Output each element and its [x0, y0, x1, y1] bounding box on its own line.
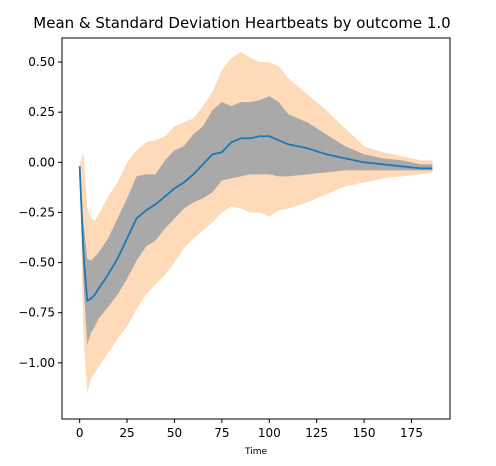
y-tick-label: −0.50: [18, 256, 55, 270]
std2-band: [79, 52, 433, 393]
plot-frame: [61, 37, 451, 420]
y-tick-label: −0.25: [18, 205, 55, 219]
x-tick-label: 150: [353, 426, 376, 440]
x-tick-label: 50: [167, 426, 182, 440]
x-axis: 0 25 50 75 100 125 150 175: [76, 419, 423, 440]
mean-line: [78, 135, 433, 303]
chart-title: Mean & Standard Deviation Heartbeats by …: [33, 14, 450, 32]
y-tick-label: 0.25: [28, 105, 55, 119]
x-axis-label: Time: [244, 447, 267, 457]
y-axis: −1.00 −0.75 −0.50 −0.25 0.00 0.25 0.50: [18, 55, 62, 370]
y-tick-label: 0.00: [28, 155, 55, 169]
x-tick-label: 175: [400, 426, 423, 440]
y-tick-label: −0.75: [18, 306, 55, 320]
x-tick-label: 100: [258, 426, 281, 440]
plot-area: [78, 52, 433, 393]
x-tick-label: 125: [305, 426, 328, 440]
y-tick-label: 0.50: [28, 55, 55, 69]
x-tick-label: 25: [119, 426, 134, 440]
y-tick-label: −1.00: [18, 356, 55, 370]
x-tick-label: 75: [214, 426, 229, 440]
x-tick-label: 0: [76, 426, 84, 440]
